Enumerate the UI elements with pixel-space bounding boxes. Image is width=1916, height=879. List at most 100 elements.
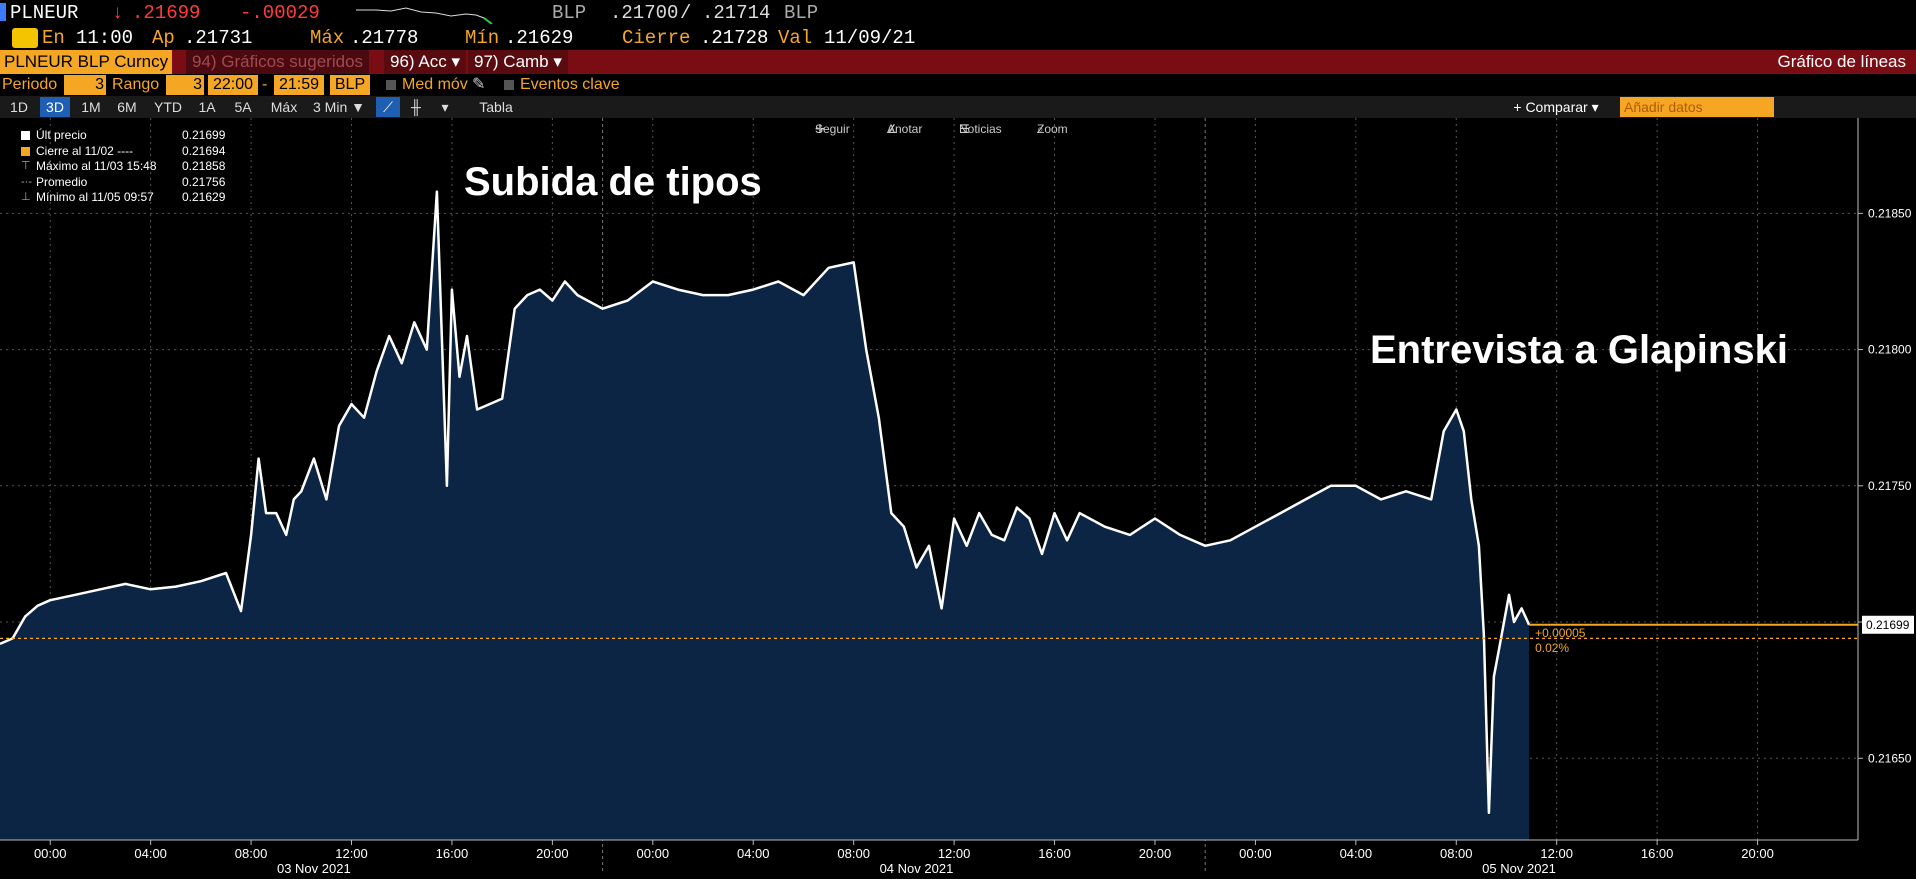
legend-value: 0.21756 bbox=[182, 174, 226, 189]
news-label: Noticias bbox=[959, 122, 1002, 136]
time-icon bbox=[12, 28, 38, 48]
sparkline bbox=[356, 7, 493, 24]
time-label: En bbox=[42, 27, 65, 49]
x-tick-label: 00:00 bbox=[637, 846, 670, 861]
last-price: .21699 bbox=[132, 2, 201, 24]
interval-dropdown[interactable]: 3 Min ▼ bbox=[313, 99, 365, 115]
period-button-1m[interactable]: 1M bbox=[81, 99, 101, 115]
chart-legend: Últ precio 0.21699 Cierre al 11/02 ---- … bbox=[10, 128, 238, 206]
suggested-charts-button[interactable]: 94) Gráficos sugeridos bbox=[186, 50, 370, 74]
x-tick-label: 12:00 bbox=[938, 846, 971, 861]
period-button-max[interactable]: Máx bbox=[270, 99, 298, 115]
zoom-label: Zoom bbox=[1037, 122, 1068, 136]
start-time-input[interactable]: 22:00 bbox=[208, 75, 258, 95]
price-area-fill bbox=[0, 191, 1530, 841]
change-pct-label: 0.02% bbox=[1535, 641, 1569, 655]
x-day-label: 04 Nov 2021 bbox=[880, 861, 954, 874]
low-label: Mín bbox=[465, 27, 500, 49]
price-line bbox=[0, 190, 1531, 815]
annotation-rate-hike: Subida de tipos bbox=[464, 160, 762, 204]
legend-label: Mínimo al 11/05 09:57 bbox=[36, 190, 154, 204]
crosshair-icon: ✛ bbox=[815, 122, 826, 136]
candle-chart-icon[interactable]: ╫ bbox=[411, 99, 421, 115]
last-price-tag-label: 0.21699 bbox=[1866, 618, 1910, 632]
annotation-interview: Entrevista a Glapinski bbox=[1370, 328, 1788, 372]
period-button-3d[interactable]: 3D bbox=[40, 97, 70, 117]
period-button-6m[interactable]: 6M bbox=[117, 99, 137, 115]
range-label: Rango bbox=[112, 76, 160, 93]
range-dash: - bbox=[262, 76, 268, 93]
actions-label: 96) Acc bbox=[390, 52, 447, 71]
legend-value: 0.21858 bbox=[182, 159, 226, 173]
close-label: Cierre bbox=[622, 27, 691, 49]
quote-source: BLP bbox=[552, 2, 587, 24]
period-input[interactable]: 3 bbox=[64, 75, 106, 95]
ticker-bar: PLNEUR ↓ .21699 -.00029 BLP .21700 / .21… bbox=[0, 0, 1916, 26]
bid-price: .21700 bbox=[610, 2, 679, 24]
x-tick-label: 12:00 bbox=[335, 846, 368, 861]
period-label: Periodo bbox=[2, 76, 58, 93]
annotate-icon: ∠ bbox=[887, 122, 898, 136]
x-tick-label: 16:00 bbox=[1038, 846, 1071, 861]
legend-value: 0.21699 bbox=[182, 128, 226, 142]
news-icon: ☰ bbox=[959, 122, 970, 136]
range-input[interactable]: 3 bbox=[166, 75, 204, 95]
x-day-label: 05 Nov 2021 bbox=[1482, 861, 1556, 874]
x-tick-label: 08:00 bbox=[837, 846, 870, 861]
chart-area[interactable]: +0.000050.02%0.216500.217000.217500.2180… bbox=[0, 118, 1916, 876]
line-chart-icon[interactable]: ⟋ bbox=[376, 97, 400, 117]
x-tick-label: 20:00 bbox=[1139, 846, 1172, 861]
period-button-ytd[interactable]: YTD bbox=[154, 99, 182, 115]
legend-label: Cierre al 11/02 ---- bbox=[36, 143, 134, 158]
x-tick-label: 16:00 bbox=[1641, 846, 1674, 861]
zoom-icon: ⌕ bbox=[1037, 122, 1044, 136]
x-day-label: 03 Nov 2021 bbox=[277, 861, 351, 874]
open-value: .21731 bbox=[184, 27, 253, 49]
period-button-5a[interactable]: 5A bbox=[234, 99, 252, 115]
chart-type-label: Gráfico de líneas bbox=[1777, 52, 1906, 71]
x-tick-label: 08:00 bbox=[235, 846, 268, 861]
price-chart: +0.000050.02%0.216500.217000.217500.2180… bbox=[0, 118, 1914, 876]
x-tick-label: 00:00 bbox=[34, 846, 67, 861]
y-tick-label: 0.21800 bbox=[1868, 343, 1912, 357]
average-marker-icon: -·- bbox=[21, 175, 32, 188]
y-tick-label: 0.21650 bbox=[1868, 751, 1912, 765]
x-tick-label: 04:00 bbox=[737, 846, 770, 861]
net-change: -.00029 bbox=[240, 2, 320, 24]
y-tick-label: 0.21750 bbox=[1868, 479, 1912, 493]
high-value: .21778 bbox=[350, 27, 419, 49]
ticker-symbol: PLNEUR bbox=[10, 2, 79, 24]
legend-row-close: Cierre al 11/02 ---- 0.21694 bbox=[10, 144, 238, 160]
moving-average-checkbox[interactable] bbox=[386, 80, 396, 90]
period-button-1d[interactable]: 1D bbox=[10, 99, 28, 115]
close-value: .21728 bbox=[700, 27, 769, 49]
x-tick-label: 00:00 bbox=[1239, 846, 1272, 861]
end-time-input[interactable]: 21:59 bbox=[274, 75, 324, 95]
source-input[interactable]: BLP bbox=[330, 75, 370, 95]
chart-toolbar: PLNEUR BLP Curncy 94) Gráficos sugeridos… bbox=[0, 50, 1916, 74]
chevron-down-icon[interactable]: ▾ bbox=[441, 99, 449, 115]
x-tick-label: 04:00 bbox=[1340, 846, 1373, 861]
range-bar: Periodo 3 Rango 3 22:00 - 21:59 BLP Med … bbox=[0, 74, 1916, 96]
add-data-input[interactable]: Añadir datos bbox=[1620, 97, 1774, 117]
open-label: Ap bbox=[152, 27, 175, 49]
edit-label: 97) Camb bbox=[474, 52, 549, 71]
table-button[interactable]: Tabla bbox=[479, 99, 513, 115]
security-field[interactable]: PLNEUR BLP Curncy bbox=[0, 50, 173, 74]
legend-swatch bbox=[21, 146, 30, 156]
compare-dropdown[interactable]: + Comparar ▾ bbox=[1513, 99, 1599, 115]
x-tick-label: 04:00 bbox=[134, 846, 167, 861]
legend-swatch bbox=[21, 131, 30, 140]
period-bar: 1D 3D 1M 6M YTD 1A 5A Máx 3 Min ▼ ⟋ ╫ ▾ … bbox=[0, 96, 1916, 118]
actions-menu[interactable]: 96) Acc ▾ bbox=[384, 50, 466, 74]
period-button-1a[interactable]: 1A bbox=[198, 99, 216, 115]
y-tick-label: 0.21850 bbox=[1868, 206, 1912, 220]
follow-label: Seguir bbox=[815, 122, 850, 136]
x-tick-label: 08:00 bbox=[1440, 846, 1473, 861]
edit-menu[interactable]: 97) Camb ▾ bbox=[468, 50, 568, 74]
x-tick-label: 20:00 bbox=[536, 846, 569, 861]
key-events-checkbox[interactable] bbox=[504, 80, 514, 90]
pencil-icon[interactable]: ✎ bbox=[472, 76, 486, 93]
x-tick-label: 16:00 bbox=[436, 846, 469, 861]
time-value: 11:00 bbox=[76, 27, 134, 49]
